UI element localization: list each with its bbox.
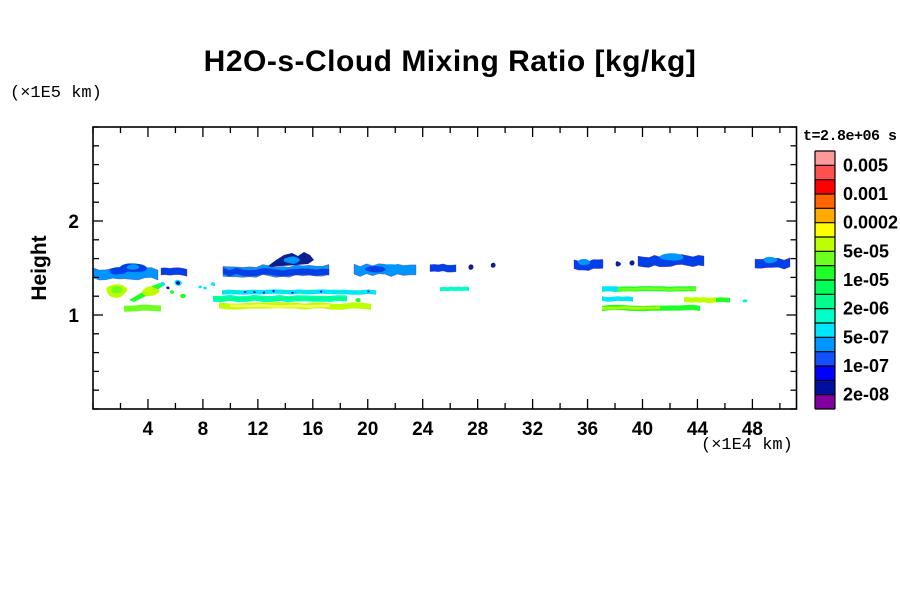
svg-text:1e-05: 1e-05 (843, 270, 889, 290)
svg-text:40: 40 (632, 419, 653, 440)
svg-text:5e-05: 5e-05 (843, 241, 889, 261)
svg-text:1e-07: 1e-07 (843, 356, 889, 376)
svg-text:32: 32 (522, 419, 543, 440)
svg-text:16: 16 (302, 419, 323, 440)
svg-text:0.005: 0.005 (843, 155, 888, 175)
svg-text:2: 2 (68, 212, 79, 233)
svg-text:4: 4 (143, 419, 154, 440)
svg-text:1: 1 (68, 306, 79, 327)
svg-text:8: 8 (198, 419, 209, 440)
svg-text:12: 12 (247, 419, 268, 440)
svg-text:5e-07: 5e-07 (843, 327, 889, 347)
svg-text:0.001: 0.001 (843, 184, 888, 204)
svg-text:28: 28 (467, 419, 488, 440)
svg-text:48: 48 (742, 419, 763, 440)
svg-text:2e-08: 2e-08 (843, 385, 889, 405)
svg-text:44: 44 (687, 419, 709, 440)
svg-text:2e-06: 2e-06 (843, 299, 889, 319)
svg-text:20: 20 (357, 419, 378, 440)
svg-text:0.0002: 0.0002 (843, 213, 898, 233)
svg-text:24: 24 (412, 419, 434, 440)
svg-text:36: 36 (577, 419, 598, 440)
